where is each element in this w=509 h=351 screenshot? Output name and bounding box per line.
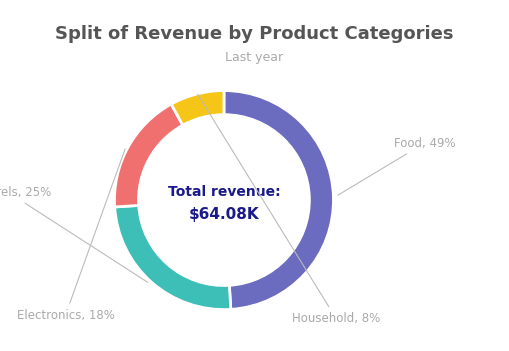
Text: Last year: Last year <box>225 51 284 64</box>
Text: Household, 8%: Household, 8% <box>197 94 380 325</box>
Text: Total revenue:: Total revenue: <box>167 185 280 199</box>
Wedge shape <box>115 104 183 207</box>
Text: Apparels, 25%: Apparels, 25% <box>0 186 148 282</box>
Text: Split of Revenue by Product Categories: Split of Revenue by Product Categories <box>55 25 454 42</box>
Text: $64.08K: $64.08K <box>189 207 259 222</box>
Wedge shape <box>171 91 224 125</box>
Wedge shape <box>115 205 231 310</box>
Wedge shape <box>224 91 333 309</box>
Text: Electronics, 18%: Electronics, 18% <box>17 149 125 322</box>
Text: Food, 49%: Food, 49% <box>338 137 456 195</box>
